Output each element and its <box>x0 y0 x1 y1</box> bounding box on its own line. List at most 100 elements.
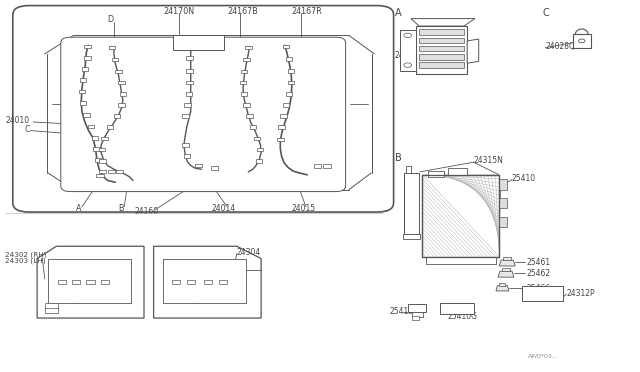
Bar <box>80 101 86 105</box>
Bar <box>204 280 212 284</box>
Bar <box>283 103 289 107</box>
Bar <box>422 175 499 257</box>
Bar <box>48 259 131 303</box>
Text: C: C <box>543 8 550 18</box>
Bar <box>288 81 294 84</box>
Bar <box>80 78 86 82</box>
Bar <box>416 26 467 74</box>
Bar <box>254 137 260 140</box>
Text: 24167R: 24167R <box>291 7 322 16</box>
FancyBboxPatch shape <box>13 6 394 212</box>
Bar <box>96 174 104 177</box>
Text: 25410: 25410 <box>512 174 536 183</box>
Text: 24014: 24014 <box>211 204 236 213</box>
Bar <box>502 268 510 271</box>
Text: 24229: 24229 <box>395 51 419 60</box>
Text: B: B <box>118 204 124 213</box>
Bar <box>118 103 125 107</box>
Bar <box>408 304 426 312</box>
Bar <box>406 166 411 173</box>
Text: 25410G: 25410G <box>448 312 478 321</box>
Bar <box>92 136 98 140</box>
Polygon shape <box>498 271 514 277</box>
Bar <box>499 179 507 190</box>
Bar <box>404 173 419 234</box>
Bar <box>278 125 285 129</box>
Bar <box>72 280 80 284</box>
Text: 24304: 24304 <box>237 248 261 257</box>
FancyBboxPatch shape <box>61 37 346 192</box>
Bar <box>245 46 252 49</box>
Bar <box>280 114 287 118</box>
Bar <box>573 34 591 48</box>
Bar <box>503 257 511 260</box>
Bar <box>186 81 193 84</box>
Polygon shape <box>411 19 475 26</box>
Text: 24010: 24010 <box>5 116 29 125</box>
Bar <box>184 154 190 158</box>
Bar <box>99 148 105 151</box>
Text: 24170N: 24170N <box>163 7 195 16</box>
Bar <box>241 70 247 73</box>
Bar <box>99 159 106 163</box>
Text: 24167B: 24167B <box>227 7 258 16</box>
Bar <box>107 125 113 129</box>
Polygon shape <box>400 30 416 71</box>
Bar <box>277 138 284 141</box>
Bar <box>243 103 250 107</box>
Bar <box>101 137 108 140</box>
Bar <box>120 92 126 96</box>
Bar <box>499 198 507 208</box>
Text: 24303 (LH): 24303 (LH) <box>5 258 45 264</box>
Bar <box>108 170 115 173</box>
Bar <box>116 170 123 173</box>
Bar <box>114 114 120 118</box>
Bar <box>250 125 256 129</box>
Bar <box>79 90 85 93</box>
Bar <box>84 45 91 48</box>
Bar <box>440 303 474 314</box>
Polygon shape <box>496 286 509 291</box>
Text: A: A <box>76 204 81 213</box>
Text: A: A <box>395 8 401 18</box>
Text: 24028Q: 24028Q <box>545 42 575 51</box>
Bar <box>109 46 115 49</box>
Bar <box>283 45 289 48</box>
Bar <box>86 280 95 284</box>
Bar <box>184 103 191 107</box>
Bar <box>219 280 227 284</box>
Bar <box>412 312 423 317</box>
Bar <box>286 92 292 96</box>
Bar <box>93 147 100 151</box>
Bar <box>240 81 246 84</box>
Bar <box>412 316 419 320</box>
Bar <box>241 92 247 96</box>
Bar <box>419 29 464 35</box>
Bar <box>323 164 331 168</box>
Bar <box>45 303 58 309</box>
Polygon shape <box>467 39 479 63</box>
Text: 25461: 25461 <box>526 258 550 267</box>
Text: 24302 (RH): 24302 (RH) <box>5 251 47 258</box>
Polygon shape <box>154 246 261 318</box>
Text: AP/0*03...: AP/0*03... <box>528 354 559 359</box>
Text: 24312P: 24312P <box>566 289 595 298</box>
Bar <box>88 125 94 128</box>
Bar <box>419 38 464 43</box>
Bar <box>419 62 464 68</box>
Text: C: C <box>24 125 30 134</box>
Bar <box>499 217 507 227</box>
Polygon shape <box>37 246 144 318</box>
Bar <box>118 81 125 84</box>
Bar <box>187 280 195 284</box>
Bar <box>211 166 218 170</box>
Text: D: D <box>108 15 114 24</box>
Bar <box>186 56 193 60</box>
Bar <box>115 70 122 73</box>
Bar <box>45 308 58 313</box>
Bar <box>419 54 464 60</box>
Text: 25462: 25462 <box>526 269 550 278</box>
Text: B: B <box>395 153 402 163</box>
Text: 24160: 24160 <box>134 207 159 216</box>
Text: 25466: 25466 <box>526 284 550 293</box>
